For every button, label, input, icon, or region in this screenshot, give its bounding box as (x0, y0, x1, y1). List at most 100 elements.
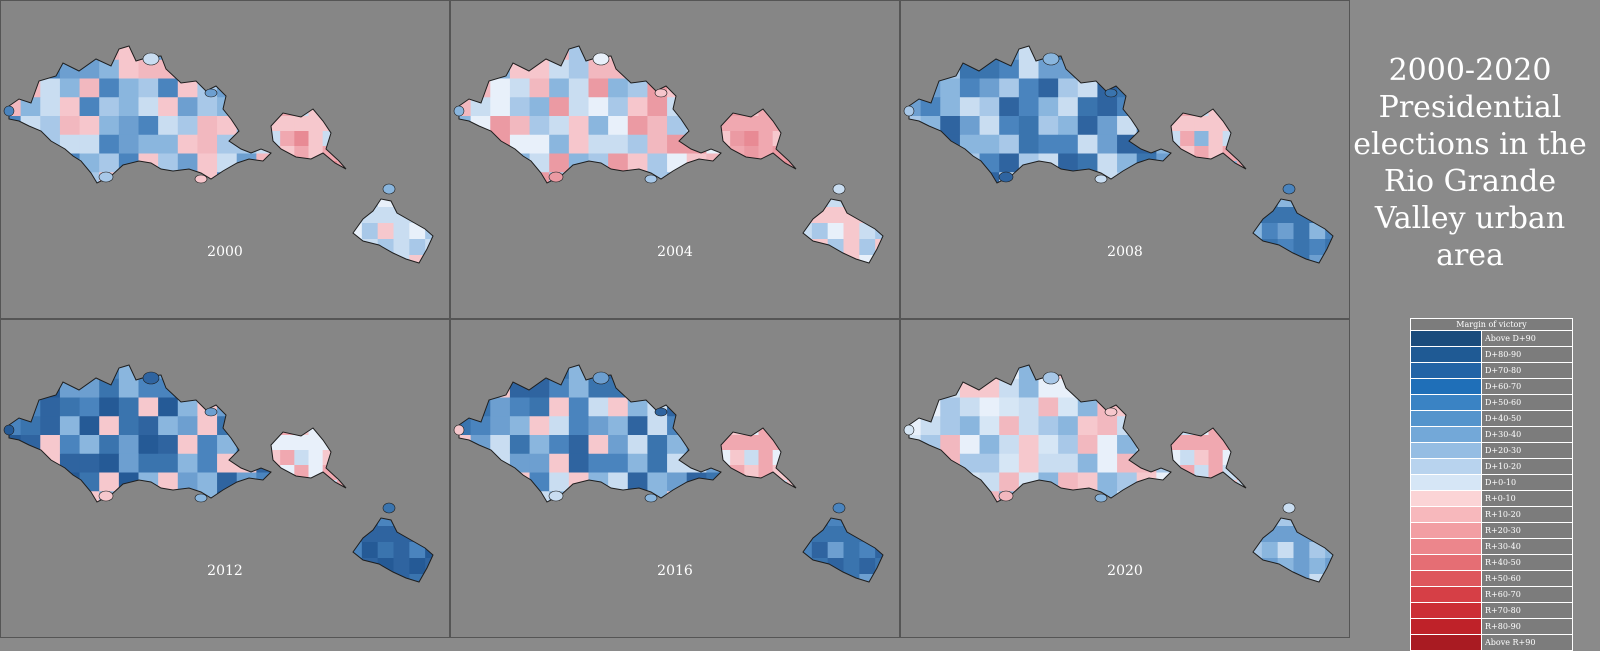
precinct (1236, 116, 1246, 132)
precinct (959, 491, 981, 502)
precinct (1077, 46, 1098, 61)
precinct (706, 97, 721, 117)
precinct (9, 491, 22, 502)
precinct (470, 435, 491, 455)
precinct (79, 365, 100, 380)
precinct (336, 428, 346, 436)
precinct (138, 491, 159, 502)
precinct (959, 134, 981, 154)
precinct (158, 134, 179, 154)
precinct (588, 153, 609, 173)
precinct (256, 365, 271, 380)
precinct (20, 59, 41, 79)
precinct (1136, 172, 1157, 183)
precinct (353, 518, 363, 527)
precinct (177, 365, 198, 380)
precinct (1058, 378, 1079, 398)
precinct (875, 526, 883, 543)
precinct (509, 153, 531, 173)
precinct (425, 207, 433, 224)
precinct (1156, 59, 1171, 79)
precinct (803, 207, 813, 224)
precinct (9, 365, 22, 380)
precinct (459, 365, 472, 380)
precinct (1018, 378, 1039, 398)
precinct (1018, 397, 1039, 417)
year-label: 2012 (207, 563, 243, 579)
precinct (158, 472, 179, 492)
precinct (1208, 435, 1224, 451)
precinct (393, 518, 410, 527)
precinct (138, 472, 159, 492)
precinct (1156, 172, 1171, 183)
precinct (721, 109, 731, 117)
precinct (336, 146, 346, 162)
precinct (9, 59, 22, 79)
precinct (959, 397, 981, 417)
precinct (158, 491, 179, 502)
precinct (909, 397, 922, 417)
precinct (1171, 116, 1181, 132)
precinct (271, 435, 281, 451)
precinct (940, 97, 961, 117)
precinct (1277, 223, 1294, 240)
precinct (118, 365, 139, 380)
legend-swatch (1411, 555, 1482, 570)
precinct (79, 97, 100, 117)
precinct (59, 491, 81, 502)
precinct (1018, 491, 1039, 502)
precinct (509, 397, 531, 417)
precinct (1018, 365, 1039, 380)
precinct (1097, 116, 1118, 136)
precinct (568, 59, 589, 79)
precinct (549, 59, 570, 79)
precinct (177, 59, 198, 79)
precinct (1018, 172, 1039, 183)
precinct (1077, 116, 1098, 136)
satellite-area (3, 105, 15, 117)
precinct (647, 416, 668, 436)
precinct (909, 134, 922, 154)
legend-label: D+20-30 (1485, 446, 1522, 455)
precinct (20, 153, 41, 173)
precinct (271, 116, 281, 132)
precinct (236, 365, 257, 380)
precinct (999, 416, 1020, 436)
precinct (118, 134, 139, 154)
precinct (706, 172, 721, 183)
precinct (647, 472, 668, 492)
satellite-area (1042, 371, 1060, 385)
precinct (568, 172, 589, 183)
precinct (772, 428, 788, 436)
map-svg (903, 45, 1334, 264)
precinct (706, 491, 721, 502)
precinct (509, 134, 531, 154)
precinct (744, 428, 759, 436)
precinct (361, 207, 379, 224)
precinct (1208, 428, 1224, 436)
precinct (667, 397, 688, 417)
satellite-area (194, 174, 208, 184)
precinct (1194, 480, 1209, 488)
precinct (79, 116, 100, 136)
precinct (20, 397, 41, 417)
precinct (667, 59, 688, 79)
precinct (158, 453, 179, 473)
legend-row: R+10-20 (1411, 507, 1572, 523)
precinct (361, 518, 379, 527)
precinct (744, 109, 759, 117)
precinct (1309, 558, 1326, 575)
precinct (647, 153, 668, 173)
precinct (1077, 172, 1098, 183)
precinct (1222, 450, 1238, 466)
legend-swatch (1411, 347, 1482, 362)
precinct (1058, 397, 1079, 417)
precinct (627, 46, 648, 61)
area-outline (720, 427, 797, 489)
legend-swatch (1411, 331, 1482, 346)
precinct (529, 435, 550, 455)
precinct (1058, 78, 1079, 98)
area-outline (1170, 108, 1247, 170)
precinct (959, 153, 981, 173)
precinct (20, 172, 41, 183)
